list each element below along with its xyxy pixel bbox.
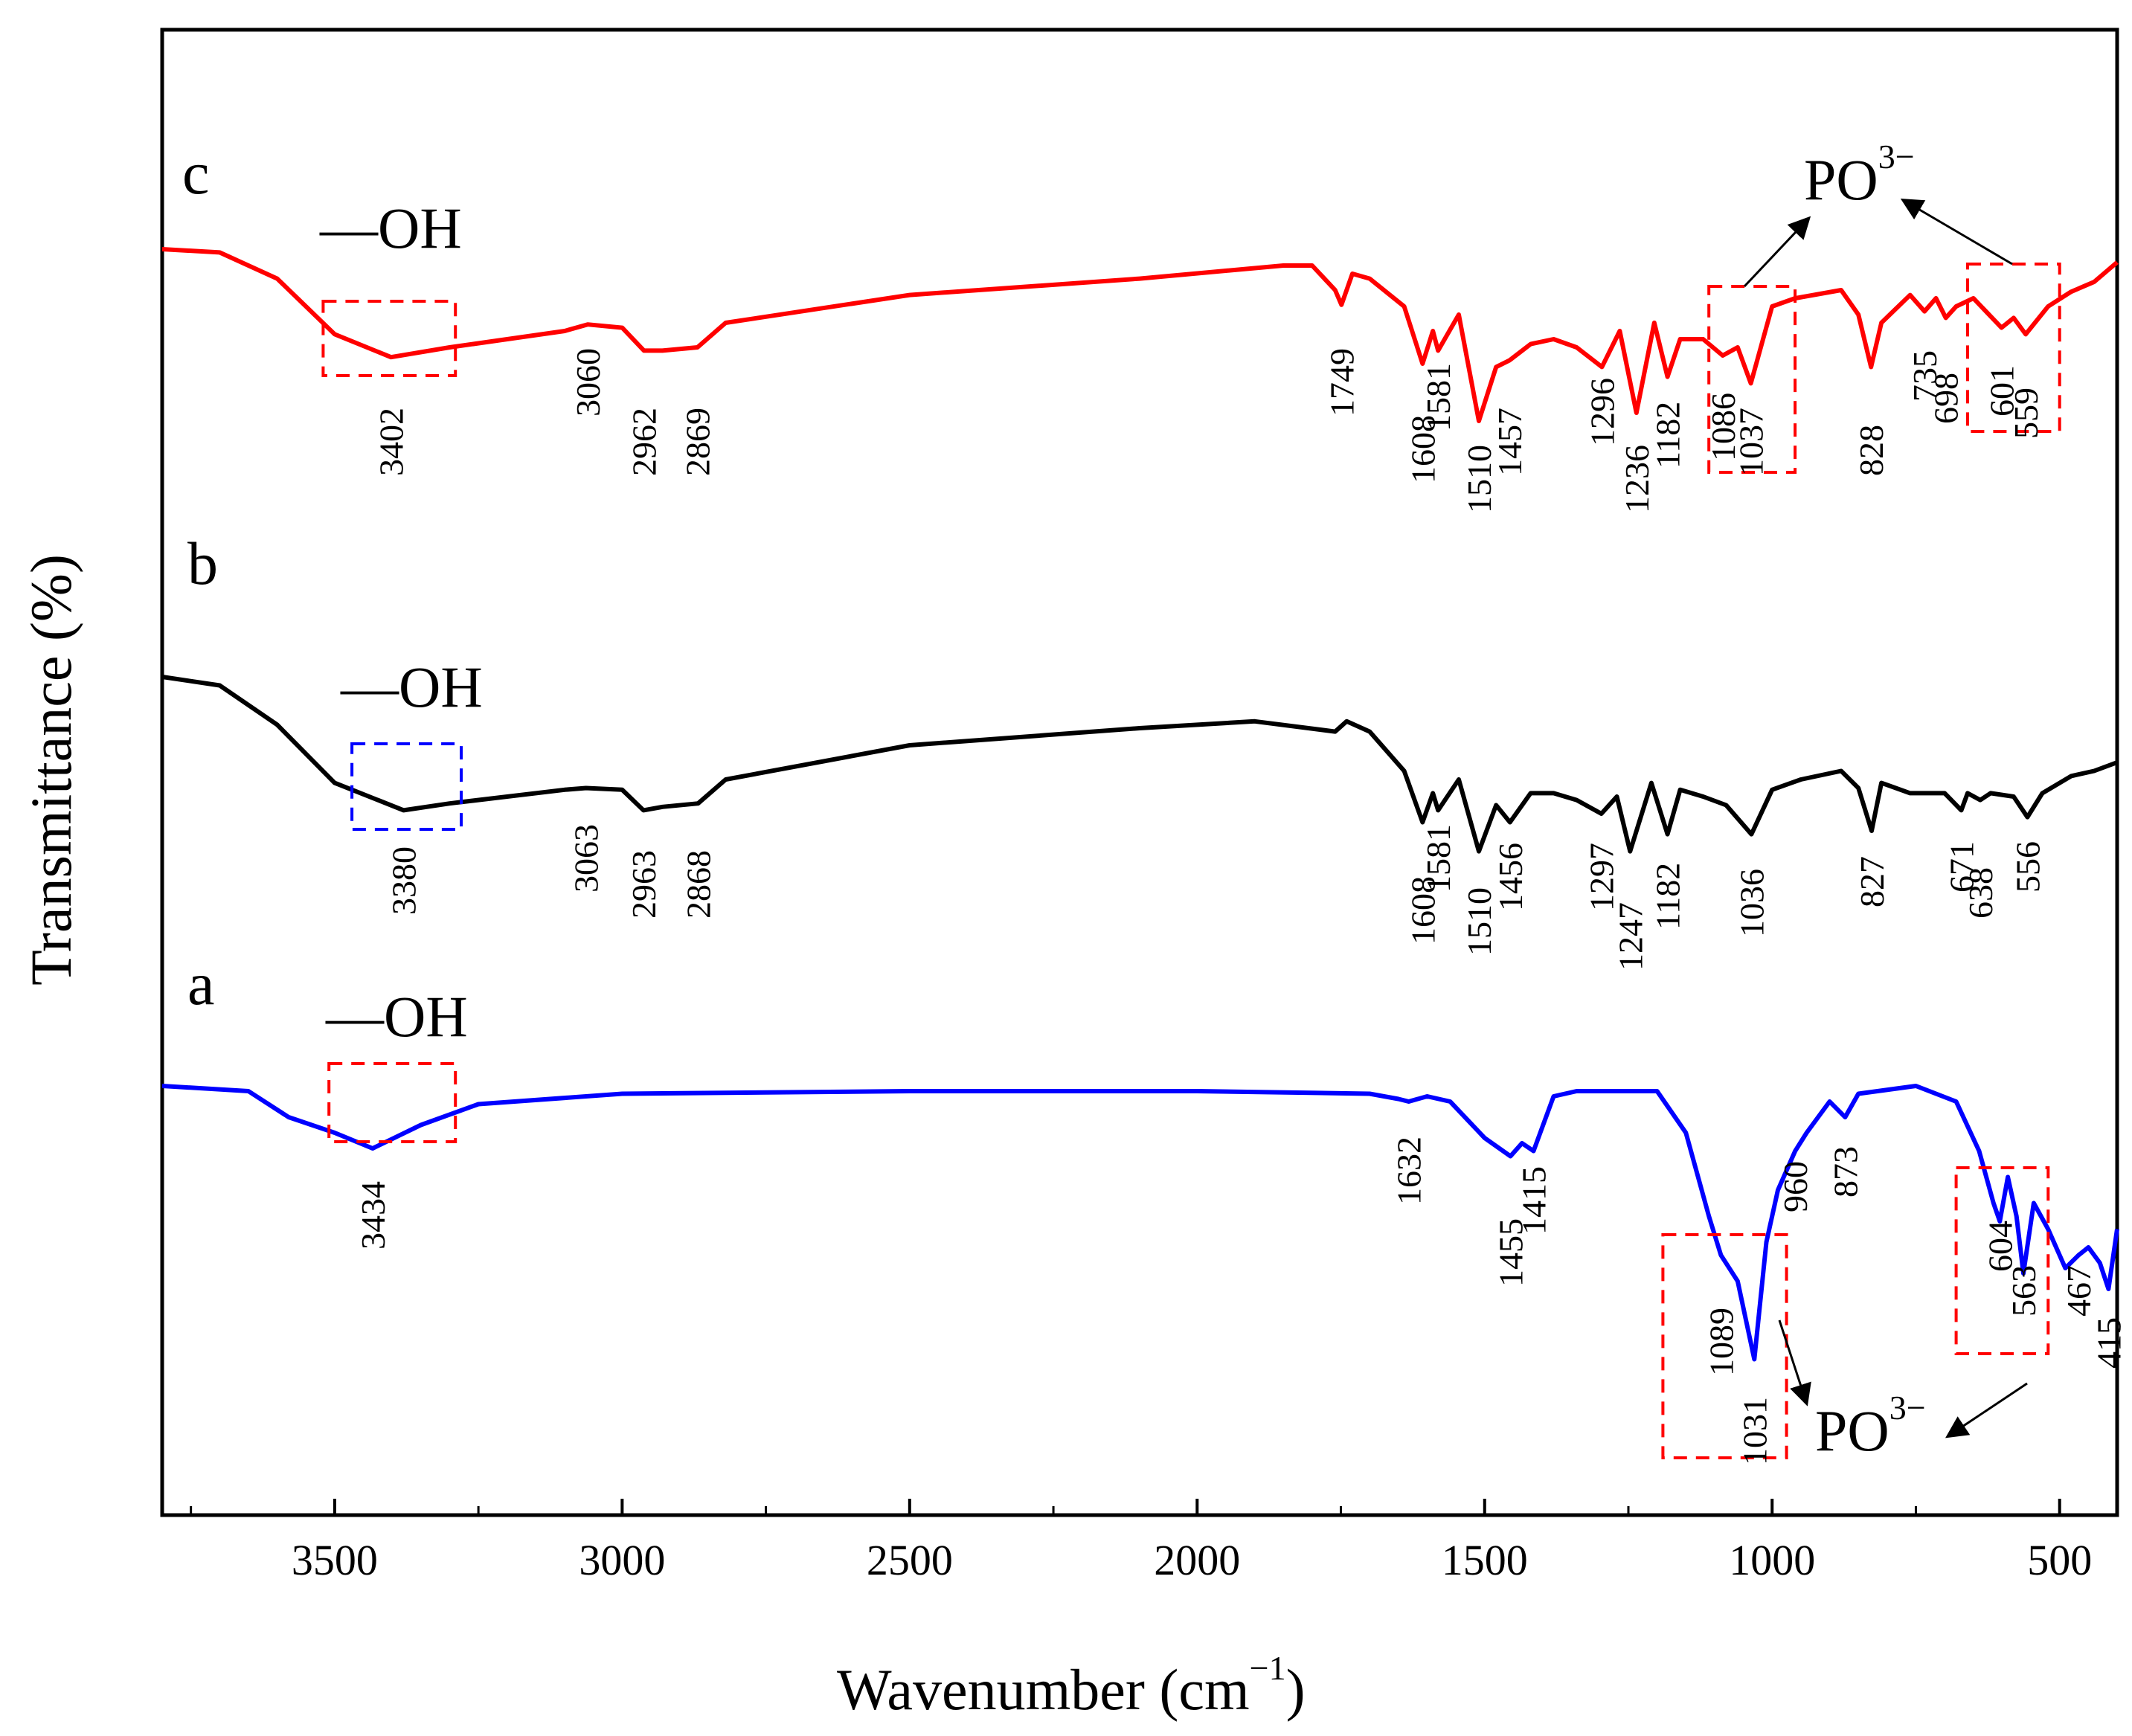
oh-label-b: —OH xyxy=(340,655,483,719)
po-label-bottom-sup: 3− xyxy=(1889,1389,1926,1427)
peak-label-a-467: 467 xyxy=(2060,1265,2098,1317)
peak-label-c-1581: 1581 xyxy=(1419,363,1457,431)
peak-label-a-1089: 1089 xyxy=(1702,1308,1740,1376)
peak-label-c-601: 601 xyxy=(1983,365,2021,417)
peak-label-c-3402: 3402 xyxy=(373,408,411,476)
x-ticks: 3500 3000 2500 2000 1500 1000 500 xyxy=(190,1499,2092,1584)
peak-label-c-3060: 3060 xyxy=(569,348,607,417)
x-axis-title: Wavenumber (cm−1) xyxy=(837,1649,1306,1722)
peak-label-c-559: 559 xyxy=(2007,388,2045,439)
x-axis-title-main: Wavenumber (cm xyxy=(837,1657,1250,1722)
x-axis-title-close: ) xyxy=(1286,1657,1306,1722)
panel-label-b: b xyxy=(187,530,218,597)
x-tick-label: 3000 xyxy=(579,1536,665,1584)
oh-box-b xyxy=(350,742,463,831)
series-line-a xyxy=(161,1084,2119,1362)
po-label-bottom: PO3− xyxy=(1815,1389,1926,1463)
x-tick-label: 1000 xyxy=(1729,1536,1815,1584)
peak-label-c-1749: 1749 xyxy=(1323,348,1361,417)
po-box-c-2 xyxy=(1966,263,2061,433)
x-tick-label: 2000 xyxy=(1154,1536,1240,1584)
plot-frame xyxy=(160,28,2119,1517)
peak-label-b-1581: 1581 xyxy=(1419,824,1457,893)
peak-label-b-671: 671 xyxy=(1943,841,1981,893)
peak-label-a-960: 960 xyxy=(1776,1161,1814,1212)
po-box-c-1 xyxy=(1707,285,1797,474)
peak-label-c-1236: 1236 xyxy=(1618,445,1656,513)
x-axis-title-sup: −1 xyxy=(1250,1649,1286,1687)
peak-label-c-1037: 1037 xyxy=(1733,408,1770,476)
po-box-a-2 xyxy=(1954,1166,2050,1355)
peak-label-a-1031: 1031 xyxy=(1736,1397,1773,1465)
po-arrow-bottom-left xyxy=(1778,1319,1811,1407)
peak-label-c-1608: 1608 xyxy=(1404,415,1442,483)
peak-label-b-556: 556 xyxy=(2009,841,2046,893)
peak-label-b-1510: 1510 xyxy=(1460,887,1498,956)
po-label-top: PO3− xyxy=(1804,138,1915,212)
po-label-top-sup: 3− xyxy=(1878,138,1915,176)
peak-label-b-827: 827 xyxy=(1853,856,1891,907)
x-tick-label: 500 xyxy=(2027,1536,2092,1584)
po-arrow-top-left xyxy=(1743,216,1811,288)
peak-label-c-828: 828 xyxy=(1852,425,1890,476)
peak-label-c-1086: 1086 xyxy=(1704,393,1742,461)
peak-label-c-735: 735 xyxy=(1906,350,1944,402)
peak-label-b-1036: 1036 xyxy=(1733,869,1770,937)
peak-label-a-563: 563 xyxy=(2005,1265,2043,1317)
po-arrow-top-right xyxy=(1900,198,2013,266)
oh-label-a: —OH xyxy=(325,984,468,1049)
peak-label-a-1415: 1415 xyxy=(1515,1166,1553,1235)
peak-label-b-2868: 2868 xyxy=(679,850,717,919)
peak-label-b-2963: 2963 xyxy=(625,850,663,919)
peak-label-c-1182: 1182 xyxy=(1649,402,1687,469)
peak-label-c-1296: 1296 xyxy=(1583,378,1621,446)
peak-label-c-1457: 1457 xyxy=(1491,408,1529,476)
peak-label-b-1608: 1608 xyxy=(1404,876,1442,945)
x-tick-label: 1500 xyxy=(1442,1536,1528,1584)
series-layer xyxy=(161,247,2119,1362)
oh-box-c xyxy=(321,300,457,377)
peak-label-c-2962: 2962 xyxy=(626,408,664,476)
peak-label-c-1510: 1510 xyxy=(1460,445,1498,513)
x-tick-label: 3500 xyxy=(292,1536,378,1584)
po-label-bottom-main: PO xyxy=(1815,1398,1889,1463)
peak-label-a-3434: 3434 xyxy=(354,1181,392,1250)
peak-label-b-1182: 1182 xyxy=(1649,863,1687,930)
po-box-a-1 xyxy=(1661,1233,1788,1459)
peak-label-b-3063: 3063 xyxy=(568,824,606,893)
oh-box-a xyxy=(327,1062,457,1143)
highlight-boxes xyxy=(321,263,2061,1459)
peak-label-a-604: 604 xyxy=(1981,1221,2019,1272)
series-line-b xyxy=(161,675,2119,854)
peak-label-b-638: 638 xyxy=(1962,867,2000,919)
peak-label-b-1247: 1247 xyxy=(1611,902,1649,971)
peak-label-b-3380: 3380 xyxy=(385,846,423,915)
y-axis-title: Transmittance (%) xyxy=(19,554,83,986)
peak-label-a-415: 415 xyxy=(2090,1317,2128,1369)
peak-label-c-2869: 2869 xyxy=(679,408,717,476)
panel-label-a: a xyxy=(187,950,214,1018)
oh-label-c: —OH xyxy=(319,196,462,260)
peak-label-a-1632: 1632 xyxy=(1390,1137,1428,1205)
peak-label-b-1456: 1456 xyxy=(1492,843,1529,911)
series-line-c xyxy=(161,247,2119,423)
peak-label-a-873: 873 xyxy=(1826,1146,1864,1197)
panel-label-c: c xyxy=(182,139,209,207)
peak-label-a-1455: 1455 xyxy=(1492,1218,1530,1287)
peak-label-b-1297: 1297 xyxy=(1583,843,1621,911)
x-tick-label: 2500 xyxy=(867,1536,953,1584)
po-arrow-bottom-right xyxy=(1945,1382,2028,1438)
po-label-top-main: PO xyxy=(1804,147,1878,212)
peak-label-c-698: 698 xyxy=(1927,373,1965,424)
